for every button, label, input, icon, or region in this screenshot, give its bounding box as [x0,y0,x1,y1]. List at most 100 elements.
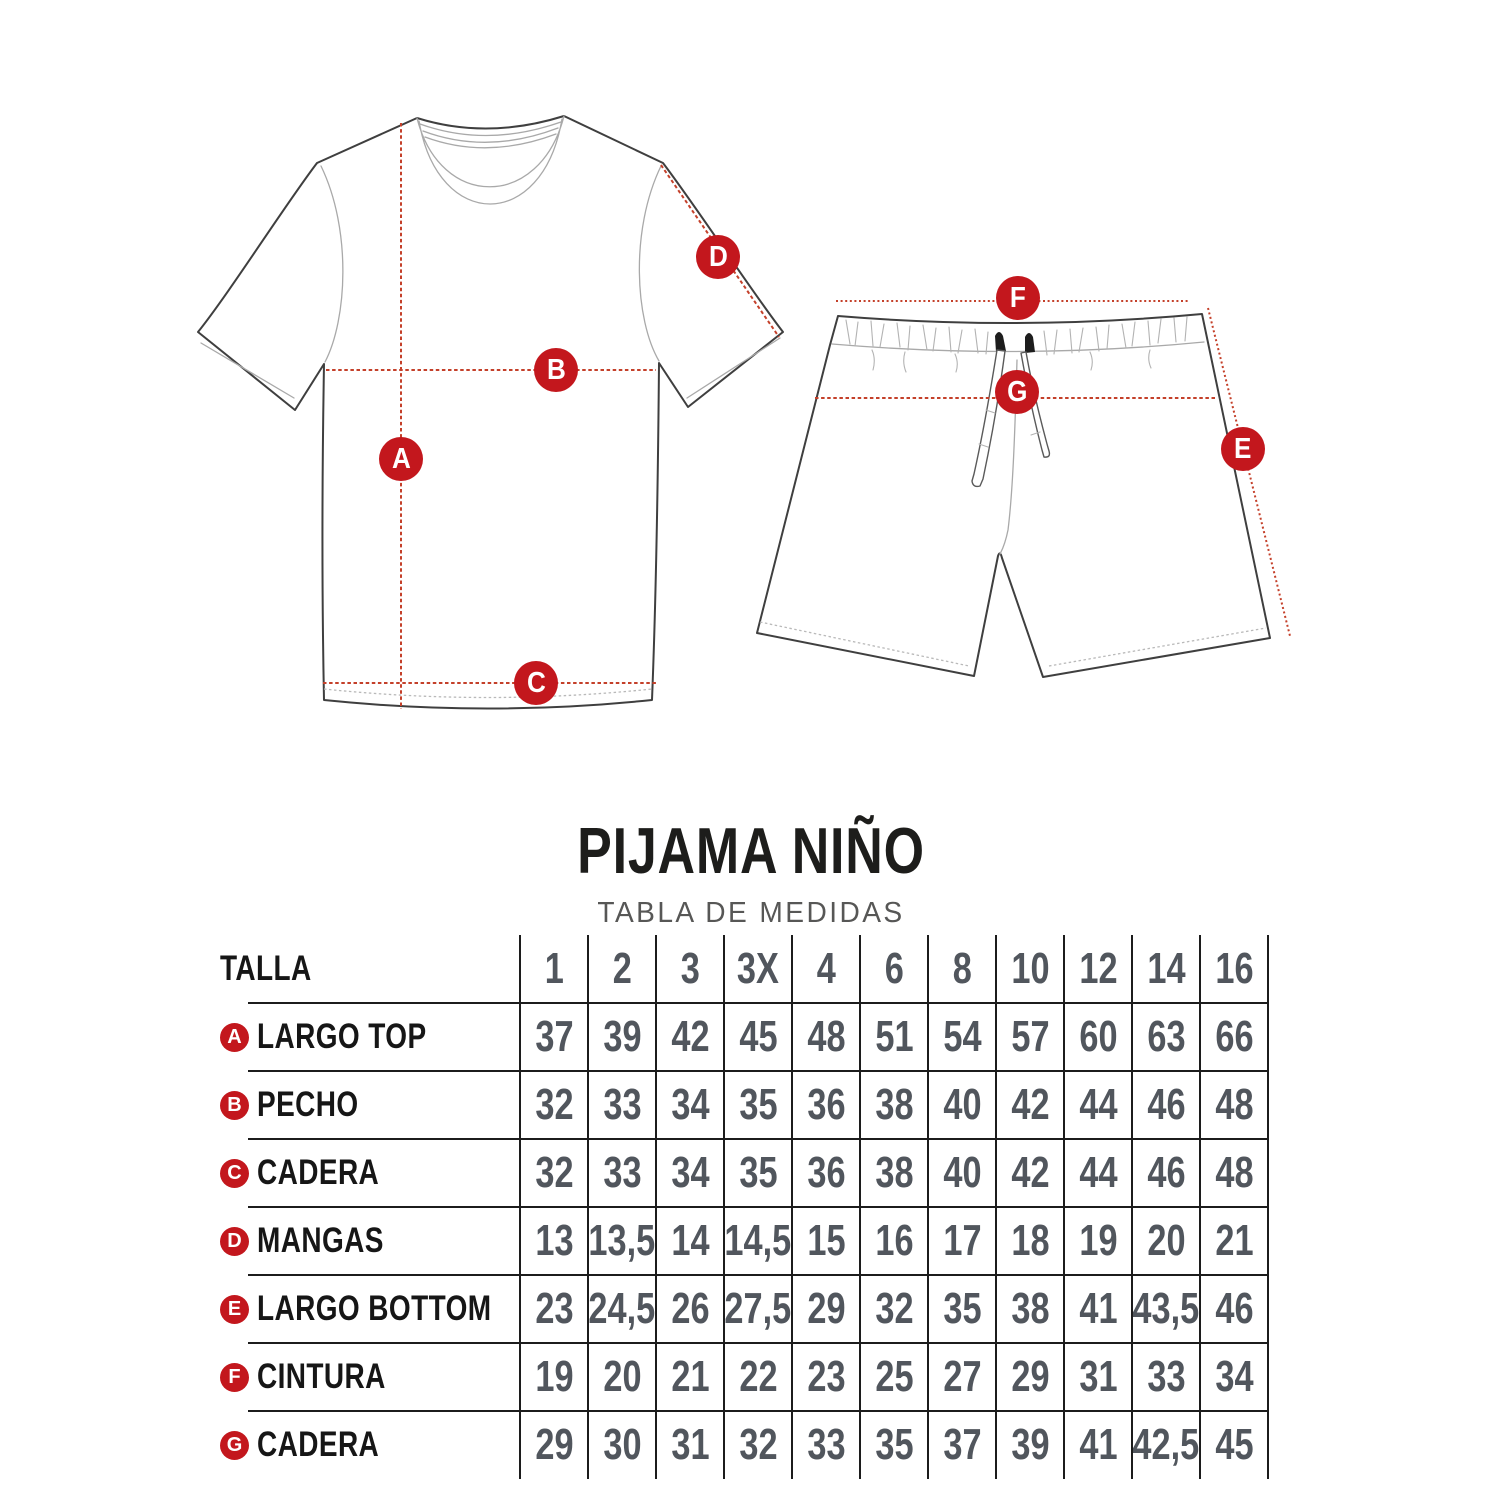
size-column-header-8-text: 8 [952,944,972,993]
measurement-value-text: 23 [806,1352,846,1401]
measurement-value-text: 32 [534,1080,574,1129]
measurement-value-text: 20 [602,1352,642,1401]
measurement-value-text: 29 [534,1420,574,1469]
measurement-value: 23 [520,1275,588,1343]
measurement-value: 31 [656,1411,724,1479]
measurement-value: 32 [520,1071,588,1139]
measurement-value: 42 [996,1071,1064,1139]
table-vertical-line [1267,935,1269,1479]
measurement-value: 32 [860,1275,928,1343]
measurement-value-text: 21 [1214,1216,1254,1265]
measurement-value: 39 [996,1411,1064,1479]
measurement-value-text: 48 [1214,1148,1254,1197]
measurement-value: 42 [656,1003,724,1071]
measurement-value: 32 [520,1139,588,1207]
row-letter-badge-B: B [220,1090,249,1120]
measurement-value-text: 35 [738,1148,778,1197]
size-column-header-6: 6 [860,935,928,1003]
measurement-value: 33 [1132,1343,1200,1411]
measurement-value: 19 [1064,1207,1132,1275]
marker-letter-e: E [1234,432,1252,465]
measurement-value-text: 46 [1214,1284,1254,1333]
measurement-value: 44 [1064,1139,1132,1207]
measure-marker-a: A [379,437,423,481]
waistband-bottom-edge [831,341,1205,353]
measurement-value-text: 34 [1214,1352,1254,1401]
measurement-value: 27 [928,1343,996,1411]
measurement-value-text: 57 [1010,1012,1050,1061]
measurement-value: 37 [520,1003,588,1071]
measurement-value: 38 [996,1275,1064,1343]
row-label-text-G: CADERA [257,1425,380,1464]
table-horizontal-line [248,1138,1268,1140]
measurement-value-text: 37 [942,1420,982,1469]
measurement-value-text: 39 [602,1012,642,1061]
measurement-value: 29 [996,1343,1064,1411]
measure-marker-f: F [996,276,1040,320]
measurement-value: 14 [656,1207,724,1275]
measurement-value: 39 [588,1003,656,1071]
measurement-value: 42,5 [1132,1411,1200,1479]
size-column-header-12-text: 12 [1078,944,1118,993]
measurement-value-text: 54 [942,1012,982,1061]
measurement-value: 54 [928,1003,996,1071]
measurement-value-text: 42 [1010,1148,1050,1197]
measurement-value: 43,5 [1132,1275,1200,1343]
shorts-hem-stitching [759,621,1267,667]
measurement-value-text: 24,5 [588,1284,656,1333]
measure-marker-c: C [514,661,558,705]
measurement-value: 35 [928,1275,996,1343]
measurement-value-text: 34 [670,1148,710,1197]
measurement-value: 33 [792,1411,860,1479]
measurement-value-text: 19 [1078,1216,1118,1265]
measurement-value: 42 [996,1139,1064,1207]
measurement-value-text: 26 [670,1284,710,1333]
measurement-value: 44 [1064,1071,1132,1139]
table-horizontal-line [248,1410,1268,1412]
measure-marker-b: B [534,348,578,392]
measurement-value-text: 39 [1010,1420,1050,1469]
measurement-value-text: 44 [1078,1080,1118,1129]
measurement-value-text: 38 [1010,1284,1050,1333]
row-letter-badge-G: G [220,1430,249,1460]
size-column-header-1: 1 [520,935,588,1003]
measure-marker-e: E [1221,427,1265,471]
measure-line-e [1207,307,1291,637]
size-column-header-2-text: 2 [612,944,632,993]
row-label-C: C CADERA [190,1139,520,1207]
measurement-value-text: 37 [534,1012,574,1061]
measurement-value-text: 48 [806,1012,846,1061]
measurement-value-text: 30 [602,1420,642,1469]
measurement-value: 18 [996,1207,1064,1275]
drawstring-ticks [978,404,1041,448]
measurement-value-text: 42,5 [1132,1420,1200,1469]
row-label-A: A LARGO TOP [190,1003,520,1071]
table-horizontal-line [248,1342,1268,1344]
measurement-value-text: 13 [534,1216,574,1265]
row-label-text-B: PECHO [257,1085,359,1124]
measurement-value-text: 46 [1146,1080,1186,1129]
measurement-value-text: 38 [874,1080,914,1129]
size-column-header-10: 10 [996,935,1064,1003]
tshirt-hem-stitching [323,688,653,699]
measurement-value-text: 41 [1078,1420,1118,1469]
measurement-value-text: 42 [1010,1080,1050,1129]
tshirt-drawing [197,115,784,710]
row-label-B: B PECHO [190,1071,520,1139]
measurement-value-text: 60 [1078,1012,1118,1061]
size-column-header-4-text: 4 [816,944,836,993]
measurement-value: 46 [1132,1139,1200,1207]
page-title: PIJAMA NIÑO [577,814,925,887]
measurement-value: 34 [1200,1343,1268,1411]
row-label-text-D: MANGAS [257,1221,384,1260]
measurement-value: 38 [860,1071,928,1139]
waistband-gathers [845,316,1188,373]
measurement-value: 48 [1200,1139,1268,1207]
armhole-seams [320,165,662,363]
measurement-value: 36 [792,1071,860,1139]
size-column-header-10-text: 10 [1010,944,1050,993]
marker-letter-f: F [1010,281,1026,314]
measurement-value-text: 31 [670,1420,710,1469]
measurement-value: 25 [860,1343,928,1411]
measurement-value: 41 [1064,1411,1132,1479]
